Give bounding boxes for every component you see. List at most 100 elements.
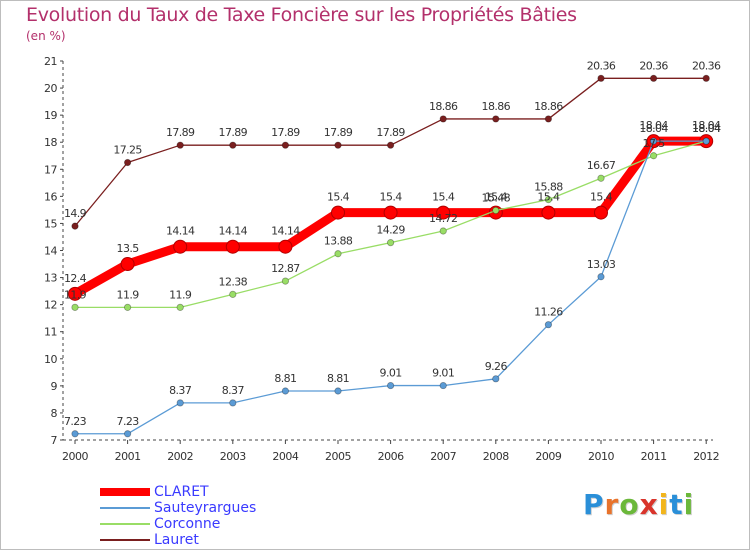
data-point-lauret (71, 222, 79, 230)
y-tick-label: 13 (44, 272, 57, 285)
data-point-lauret (229, 141, 237, 149)
data-label-claret: 15.4 (327, 191, 350, 204)
data-point-lauret (334, 141, 342, 149)
data-point-lauret (439, 115, 447, 123)
data-label-corconne: 14.72 (429, 212, 458, 225)
data-label-claret: 12.4 (64, 272, 87, 285)
data-label-sauteyrargues: 13.03 (587, 258, 616, 271)
data-label-corconne: 12.87 (271, 262, 300, 275)
y-tick-label: 8 (51, 407, 58, 420)
x-tick-label: 2005 (325, 450, 351, 463)
x-tick-label: 2000 (62, 450, 88, 463)
data-label-sauteyrargues: 9.01 (432, 367, 454, 380)
data-point-sauteyrargues (71, 430, 79, 438)
data-point-claret (173, 239, 188, 254)
legend-item-lauret: Lauret (100, 532, 256, 548)
data-point-corconne (176, 303, 184, 311)
data-point-sauteyrargues (439, 381, 447, 390)
data-label-lauret: 18.86 (429, 100, 458, 113)
data-label-claret: 14.14 (219, 225, 248, 238)
data-label-sauteyrargues: 8.81 (327, 372, 349, 385)
logo-letter: t (669, 488, 684, 521)
y-tick-label: 14 (44, 245, 57, 258)
data-point-corconne (597, 174, 605, 182)
data-label-sauteyrargues: 18.04 (692, 122, 721, 135)
x-tick-label: 2008 (483, 450, 509, 463)
data-label-corconne: 18.04 (692, 122, 721, 135)
legend-item-claret: CLARET (100, 484, 256, 500)
data-label-corconne: 14.29 (376, 224, 405, 237)
data-label-sauteyrargues: 8.37 (222, 384, 245, 397)
data-label-lauret: 17.25 (113, 144, 142, 157)
y-tick-label: 15 (44, 217, 57, 230)
data-label-corconne: 15.88 (534, 181, 563, 194)
legend-swatch-lauret (100, 539, 150, 541)
data-label-lauret: 17.89 (219, 126, 248, 139)
data-point-sauteyrargues (176, 399, 184, 407)
legend-label-lauret: Lauret (154, 532, 199, 548)
chart-axes: 7 8 9 10 11 12 13 14 15 16 17 18 19 20 21 2000 2001 2002 2… (44, 55, 720, 463)
data-point-sauteyrargues (229, 399, 237, 407)
data-point-corconne (124, 303, 132, 311)
data-point-sauteyrargues (702, 137, 710, 145)
x-tick-label: 2002 (167, 450, 193, 463)
legend-item-corconne: Corconne (100, 516, 256, 532)
y-tick-label: 17 (44, 163, 57, 176)
data-label-claret: 18.04 (692, 119, 721, 132)
data-label-claret: 15.4 (485, 191, 508, 204)
data-label-sauteyrargues: 9.26 (485, 360, 508, 373)
data-label-sauteyrargues: 8.37 (169, 384, 192, 397)
data-point-lauret (702, 74, 710, 82)
logo-letter: P (583, 488, 605, 521)
data-point-sauteyrargues (334, 387, 342, 395)
data-point-lauret (386, 141, 395, 149)
data-label-claret: 15.4 (537, 191, 560, 204)
data-point-corconne (439, 227, 447, 235)
data-point-lauret (544, 115, 553, 123)
data-label-sauteyrargues: 7.23 (117, 415, 140, 428)
data-label-lauret: 17.89 (324, 126, 353, 139)
data-point-corconne (544, 196, 553, 204)
x-tick-label: 2007 (430, 450, 456, 463)
x-tick-label: 2010 (588, 450, 614, 463)
data-point-corconne (71, 303, 79, 311)
x-tick-label: 2009 (535, 450, 561, 463)
data-label-lauret: 14.9 (64, 207, 87, 220)
data-point-sauteyrargues (386, 381, 395, 390)
data-point-claret (68, 286, 82, 301)
data-label-corconne: 17.5 (643, 137, 666, 150)
data-label-claret: 15.4 (590, 191, 613, 204)
logo-letter: i (683, 488, 695, 521)
legend-label-corconne: Corconne (154, 516, 221, 532)
data-label-sauteyrargues: 8.81 (274, 372, 296, 385)
x-tick-label: 2011 (641, 450, 667, 463)
y-tick-label: 19 (44, 109, 57, 122)
data-point-claret (594, 205, 608, 220)
x-tick-label: 2001 (115, 450, 141, 463)
data-label-lauret: 20.36 (639, 59, 668, 72)
data-label-corconne: 11.9 (169, 288, 192, 301)
data-point-lauret (649, 74, 658, 82)
data-point-lauret (597, 74, 605, 82)
data-label-sauteyrargues: 7.23 (64, 415, 87, 428)
data-label-corconne: 11.9 (64, 288, 87, 301)
legend-swatch-claret (100, 488, 150, 496)
data-label-claret: 13.5 (117, 242, 140, 255)
data-label-lauret: 18.86 (534, 100, 563, 113)
legend-swatch-corconne (100, 523, 150, 525)
y-tick-label: 11 (44, 326, 57, 339)
data-point-sauteyrargues (281, 387, 289, 395)
data-label-lauret: 20.36 (587, 59, 616, 72)
data-point-claret (541, 205, 556, 220)
y-tick-label: 21 (44, 55, 57, 68)
x-tick-label: 2006 (378, 450, 404, 463)
data-point-sauteyrargues (124, 430, 132, 438)
data-label-corconne: 12.38 (219, 275, 248, 288)
logo-letter: r (604, 488, 620, 521)
data-label-lauret: 20.36 (692, 59, 721, 72)
y-tick-label: 12 (44, 299, 57, 312)
data-point-corconne (281, 277, 289, 285)
y-tick-label: 7 (51, 434, 58, 447)
